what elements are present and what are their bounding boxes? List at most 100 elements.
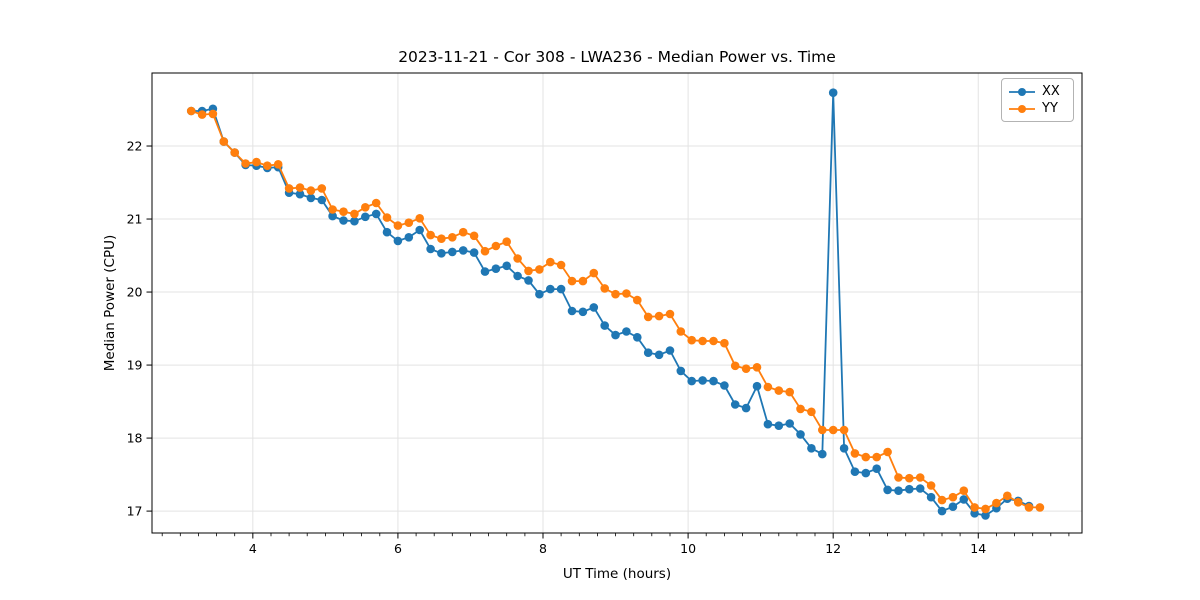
series-YY-marker (741, 364, 751, 374)
y-axis-label: Median Power (CPU) (102, 234, 118, 372)
series-YY-marker (284, 184, 294, 193)
chart-title: 2023-11-21 - Cor 308 - LWA236 - Median P… (398, 48, 836, 66)
series-YY-marker (306, 186, 316, 195)
legend-item-yy: YY (1009, 101, 1067, 117)
series-XX-marker (469, 248, 479, 257)
series-XX-marker (589, 303, 599, 312)
series-YY-marker (839, 425, 849, 435)
series-YY-marker (546, 257, 555, 267)
series-YY-marker (698, 336, 707, 346)
series-YY-marker (1013, 498, 1023, 507)
series-XX-marker (807, 444, 816, 453)
series-XX-marker (643, 348, 653, 358)
series-YY-marker (578, 276, 588, 286)
series-XX-marker (448, 247, 457, 257)
series-XX-marker (872, 464, 881, 474)
series-YY-marker (393, 221, 403, 230)
series-XX-marker (741, 403, 751, 413)
series-XX-marker (371, 209, 381, 219)
series-YY-marker (219, 137, 229, 146)
series-YY-marker (730, 361, 740, 371)
series-YY-marker (197, 110, 207, 119)
y-tick-label: 22 (127, 139, 143, 154)
series-XX-marker (361, 212, 370, 222)
series-XX-marker (633, 333, 642, 342)
series-XX-marker (981, 511, 990, 520)
series-XX-marker (426, 244, 435, 254)
series-YY-marker (633, 295, 642, 305)
series-XX-marker (850, 467, 860, 477)
series-YY-marker (948, 492, 958, 502)
series-YY-marker (981, 504, 990, 514)
series-YY-marker (437, 234, 446, 243)
series-YY-marker (600, 284, 609, 293)
series-XX-marker (524, 276, 533, 285)
series-YY-marker (273, 160, 283, 169)
series-XX-marker (556, 284, 566, 294)
series-XX-marker (437, 249, 446, 258)
legend-label: XX (1042, 84, 1060, 99)
x-tick-label: 14 (970, 541, 986, 556)
series-XX-marker (567, 306, 577, 316)
series-YY-marker (502, 237, 512, 246)
series-XX-marker (339, 216, 348, 225)
series-YY-marker (567, 276, 577, 286)
series-YY-marker (448, 233, 457, 242)
series-YY-marker (469, 231, 479, 241)
series-YY-marker (208, 109, 218, 119)
series-YY-marker (709, 336, 718, 346)
series-YY-marker (665, 309, 675, 319)
series-YY-marker (317, 184, 327, 193)
x-tick-label: 4 (249, 541, 257, 556)
series-XX-marker (306, 193, 316, 203)
series-YY-marker (241, 159, 250, 168)
series-XX-marker (611, 330, 620, 340)
series-XX-marker (328, 211, 337, 221)
series-YY-marker (807, 407, 816, 417)
series-XX-marker (774, 421, 784, 431)
series-YY-marker (339, 207, 348, 216)
series-XX-marker (970, 509, 979, 518)
series-YY-marker (186, 106, 196, 116)
series-XX-marker (578, 307, 588, 317)
series-YY-marker (828, 425, 838, 435)
series-YY-marker (622, 289, 631, 298)
series-XX-marker (382, 227, 392, 237)
x-tick-label: 12 (825, 541, 841, 556)
series-XX-marker (665, 346, 675, 355)
series-YY-marker (643, 312, 653, 322)
series-YY-marker (556, 260, 566, 270)
series-YY-marker (1035, 503, 1045, 512)
series-YY-marker (371, 198, 381, 208)
series-XX-marker (546, 284, 555, 294)
series-YY-marker (252, 157, 261, 167)
axes-frame (151, 72, 1083, 534)
series-XX-marker (948, 502, 958, 512)
series-YY-marker (894, 473, 903, 482)
series-XX-marker (720, 381, 729, 390)
series-YY-marker (426, 230, 435, 240)
series-YY-marker (458, 227, 468, 237)
series-YY-line (190, 110, 1040, 510)
series-YY-marker (535, 265, 544, 274)
series-XX-marker (905, 484, 914, 494)
legend-line-marker-icon (1009, 87, 1035, 96)
series-XX-line (191, 92, 1030, 517)
series-XX-marker (350, 216, 359, 226)
series-YY-marker (752, 363, 762, 372)
x-tick-label: 8 (539, 541, 547, 556)
series-XX-marker (480, 267, 490, 276)
series-YY-marker (926, 481, 936, 490)
series-YY-marker (1003, 491, 1012, 501)
series-YY-marker (970, 503, 979, 512)
x-tick-label: 10 (680, 541, 696, 556)
legend-marker (1018, 104, 1026, 113)
series-XX-marker (883, 485, 892, 495)
series-XX-marker (513, 271, 522, 281)
series-YY-marker (361, 203, 370, 212)
series-XX-marker (709, 376, 718, 386)
series-XX-marker (415, 225, 425, 235)
series-YY-marker (295, 183, 305, 192)
series-YY-marker (915, 473, 925, 482)
